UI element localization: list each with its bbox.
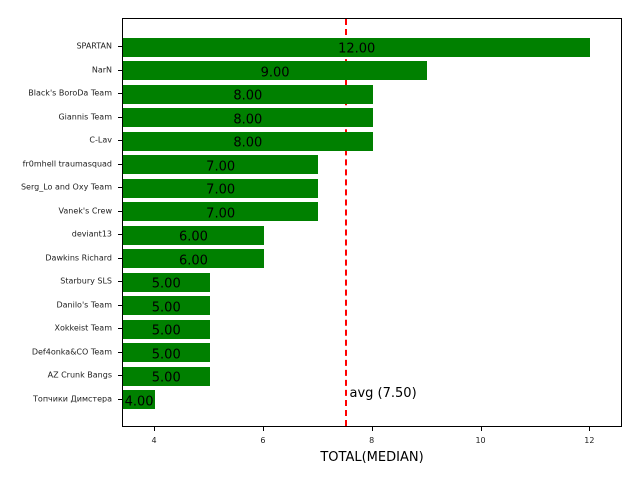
bar [123,108,373,127]
y-tick [118,281,122,282]
bar-value-label: 7.00 [206,206,236,221]
x-tick-label: 8 [369,436,375,445]
bar [123,390,156,409]
average-line [344,19,347,426]
x-tick [589,427,591,431]
bar-value-label: 8.00 [233,88,263,104]
y-tick [118,351,122,353]
bar [123,366,210,386]
x-tick-label: 10 [475,436,486,445]
bar [123,84,373,104]
y-tick-label: SPARTAN [76,41,112,51]
x-tick-label: 12 [584,436,595,445]
bar-value-label: 8.00 [233,135,263,151]
y-tick [118,93,122,94]
x-tick [154,427,156,431]
bar [123,225,264,245]
y-tick [118,210,122,212]
bar-value-label: 5.00 [151,300,181,315]
y-tick-label: fr0mhell traumasquad [22,159,112,168]
bar [123,343,210,362]
bar-value-label: 9.00 [260,65,290,80]
y-tick [118,375,122,376]
y-tick-label: Dawkins Richard [45,253,112,262]
bar-value-label: 5.00 [151,370,181,386]
y-tick [118,46,122,47]
y-tick [118,187,122,188]
bar [123,249,264,268]
bar [123,178,319,198]
bar [123,272,210,292]
x-tick-label: 6 [260,436,266,445]
bar [123,155,319,174]
y-tick [118,140,122,141]
bar [123,37,591,57]
x-tick [371,427,373,431]
y-tick [118,116,122,118]
y-tick [118,69,122,71]
y-tick [118,163,122,165]
bar-value-label: 8.00 [233,112,263,127]
y-tick-label: AZ Crunk Bangs [47,370,112,380]
y-tick [118,257,122,259]
bar [123,202,319,221]
average-label: avg (7.50) [349,386,417,401]
y-tick [118,328,122,329]
y-tick-label: Serg_Lo and Oxy Team [20,182,112,192]
y-tick-label: NarN [91,65,112,74]
bar [123,61,428,80]
bar-value-label: 5.00 [151,276,181,292]
bar-value-label: 5.00 [151,323,181,339]
x-tick [262,427,264,431]
y-tick-label: C-Lav [89,135,112,145]
y-tick-label: Топчики Димстера [33,394,112,403]
y-tick [118,234,122,235]
y-tick-label: Xokkeist Team [54,323,113,333]
y-tick-label: Danilo's Team [56,300,112,309]
y-tick-label: Starbury SLS [60,276,112,286]
bar-value-label: 6.00 [178,229,208,245]
bar-value-label: 5.00 [151,347,181,362]
bar-value-label: 7.00 [206,182,236,198]
bar-value-label: 4.00 [124,394,154,409]
y-tick [118,304,122,306]
y-tick-label: deviant13 [71,229,112,239]
x-tick-label: 4 [151,436,157,445]
x-axis-label: TOTAL(MEDIAN) [320,450,424,465]
bar [123,319,210,339]
bar-value-label: 6.00 [178,253,208,268]
y-tick-label: Def4onka&CO Team [31,347,112,356]
y-tick-label: Vanek's Crew [58,206,112,215]
bar [123,131,373,151]
bar-value-label: 12.00 [338,41,376,57]
y-tick-label: Giannis Team [58,112,112,121]
bar [123,296,210,315]
y-tick-label: Black's BoroDa Team [28,88,112,98]
plot-area: avg (7.50) 12.00 9.00 8.00 8.00 8.00 7.00 7.00… [122,18,622,427]
bar-value-label: 7.00 [206,159,236,174]
y-tick [118,398,122,400]
x-tick [480,427,482,431]
